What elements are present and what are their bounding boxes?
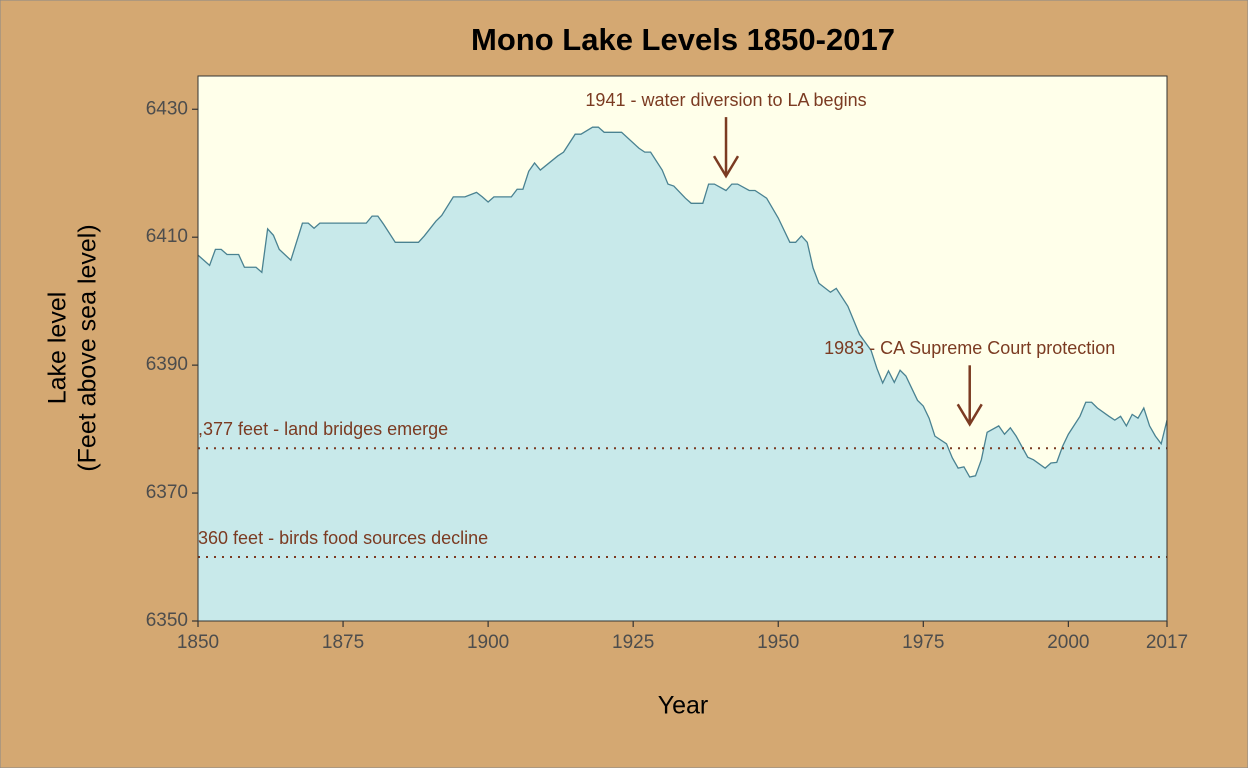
y-axis-title: (Feet above sea level) [74,224,102,471]
y-tick-label: 6390 [146,354,188,375]
x-tick-label: 1925 [612,632,654,653]
x-tick-label: 1900 [467,632,509,653]
x-tick-label: 1950 [757,632,799,653]
x-tick-label: 1850 [177,632,219,653]
area [198,127,1167,621]
x-axis-title: Year [658,692,709,720]
reference-label: 6360 feet - birds food sources decline [188,528,488,548]
x-tick-label: 1975 [902,632,944,653]
x-tick-label: 2017 [1146,632,1188,653]
y-tick-label: 6410 [146,226,188,247]
annotation-arrowhead [956,403,983,427]
annotation-label: 1983 - CA Supreme Court protection [824,338,1115,358]
annotation-label: 1941 - water diversion to LA begins [585,90,866,110]
x-tick-label: 1875 [322,632,364,653]
line [198,126,1167,478]
plot-layer: 6,377 feet - land bridges emerge 6360 fee… [188,90,1167,621]
y-tick-label: 6370 [146,482,188,503]
y-tick-label: 6430 [146,98,188,119]
y-tick-label: 6350 [146,610,188,631]
chart-title: Mono Lake Levels 1850-2017 [471,22,895,57]
annotation-arrowhead [712,155,740,179]
x-tick-label: 2000 [1047,632,1089,653]
y-axis-title: Lake level [44,292,72,405]
panel-border [197,75,1168,622]
reference-label: 6,377 feet - land bridges emerge [188,419,448,439]
